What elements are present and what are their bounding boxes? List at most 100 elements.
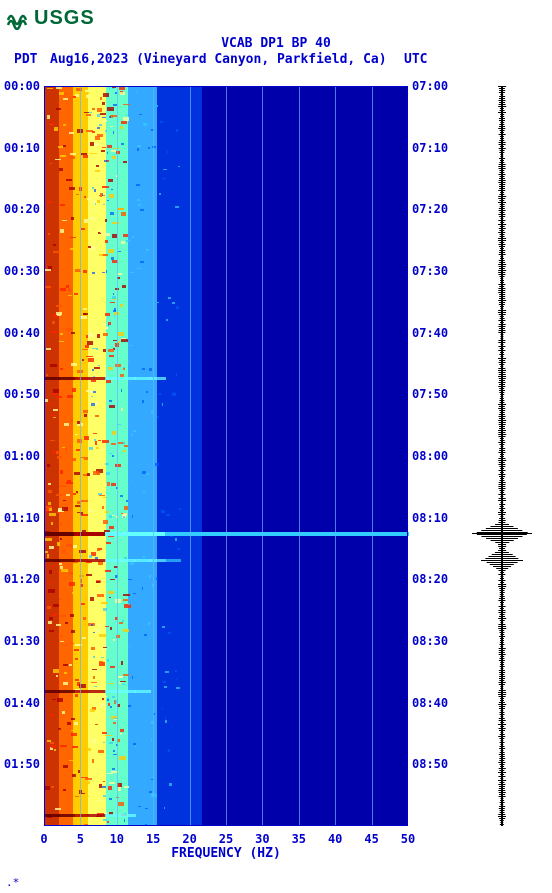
- gridline-v: [226, 86, 227, 826]
- seis-sample: [498, 358, 506, 359]
- spec-noise: [102, 102, 105, 105]
- spec-noise: [103, 795, 106, 797]
- seis-sample: [499, 296, 505, 297]
- spec-noise: [66, 494, 70, 496]
- spec-noise: [104, 160, 107, 162]
- seis-sample: [500, 176, 505, 177]
- spec-noise: [50, 163, 52, 164]
- spec-noise: [134, 746, 136, 747]
- spec-noise: [120, 304, 122, 306]
- spec-noise: [105, 626, 109, 627]
- spec-noise: [67, 722, 71, 725]
- spec-noise: [88, 333, 95, 336]
- seis-sample: [500, 774, 504, 775]
- spec-noise: [121, 212, 127, 216]
- spec-noise: [120, 495, 124, 497]
- seis-sample: [500, 782, 505, 783]
- seis-sample: [499, 422, 506, 423]
- seis-sample: [499, 134, 506, 135]
- seis-sample: [500, 132, 504, 133]
- seis-sample: [498, 546, 506, 547]
- seis-sample: [499, 760, 504, 761]
- spec-noise: [47, 464, 50, 467]
- spec-noise: [172, 302, 174, 304]
- spec-noise: [96, 581, 100, 584]
- spec-noise: [123, 161, 127, 162]
- spec-noise: [123, 677, 125, 679]
- spec-noise: [133, 743, 136, 744]
- spec-noise: [108, 349, 114, 351]
- seis-sample: [500, 226, 505, 227]
- seis-sample: [499, 184, 505, 185]
- spec-noise: [70, 614, 75, 618]
- seis-sample: [498, 458, 505, 459]
- seis-sample: [499, 402, 504, 403]
- spec-noise: [128, 603, 130, 605]
- seis-sample: [489, 556, 516, 557]
- seis-sample: [499, 768, 506, 769]
- spec-noise: [111, 189, 114, 190]
- seis-sample: [499, 450, 505, 451]
- spec-noise: [145, 808, 147, 809]
- spec-noise: [51, 745, 57, 747]
- y-tick-left: 01:20: [4, 572, 40, 586]
- spec-noise: [86, 114, 90, 117]
- seis-sample: [500, 308, 503, 309]
- seis-sample: [498, 106, 506, 107]
- spec-noise: [128, 705, 131, 707]
- seis-sample: [499, 616, 505, 617]
- spec-noise: [69, 664, 73, 666]
- seis-sample: [499, 170, 504, 171]
- spec-noise: [82, 107, 84, 111]
- spec-noise: [68, 295, 72, 297]
- seis-sample: [498, 694, 506, 695]
- spec-noise: [70, 643, 74, 644]
- seis-sample: [500, 322, 504, 323]
- spec-noise: [60, 155, 66, 157]
- seis-sample: [500, 478, 504, 479]
- spec-noise: [124, 445, 128, 448]
- seis-sample: [500, 646, 503, 647]
- spec-noise: [48, 589, 55, 593]
- seis-sample: [500, 108, 504, 109]
- spec-noise: [105, 240, 108, 243]
- seis-sample: [500, 668, 503, 669]
- y-tick-right: 07:10: [412, 141, 448, 155]
- spec-noise: [72, 388, 76, 392]
- seis-sample: [498, 346, 505, 347]
- spec-noise: [99, 634, 105, 636]
- spec-noise: [163, 681, 166, 683]
- spec-noise: [45, 286, 51, 288]
- seis-sample: [498, 452, 505, 453]
- seis-sample: [498, 128, 505, 129]
- spec-noise: [162, 403, 163, 406]
- spec-noise: [57, 456, 61, 459]
- spec-noise: [64, 423, 69, 426]
- spec-noise: [121, 389, 123, 392]
- seis-sample: [498, 404, 506, 405]
- spec-noise: [155, 372, 157, 373]
- seis-sample: [498, 580, 505, 581]
- spec-noise: [108, 249, 114, 252]
- spec-noise: [103, 349, 107, 352]
- x-tick: 45: [364, 832, 378, 846]
- spec-noise: [148, 147, 149, 149]
- spec-noise: [75, 796, 80, 797]
- seis-sample: [499, 670, 505, 671]
- spec-noise: [59, 92, 64, 95]
- spec-noise: [128, 579, 132, 580]
- seis-sample: [499, 140, 504, 141]
- spec-noise: [52, 451, 55, 454]
- spec-noise: [103, 120, 106, 122]
- seis-sample: [500, 778, 503, 779]
- seis-sample: [499, 754, 505, 755]
- seis-sample: [486, 528, 518, 529]
- spec-noise: [121, 408, 123, 411]
- seis-sample: [498, 522, 505, 523]
- seis-sample: [499, 378, 506, 379]
- seis-sample: [500, 154, 503, 155]
- seis-sample: [499, 262, 505, 263]
- seis-sample: [500, 664, 504, 665]
- spec-noise: [119, 87, 125, 89]
- seis-sample: [500, 276, 505, 277]
